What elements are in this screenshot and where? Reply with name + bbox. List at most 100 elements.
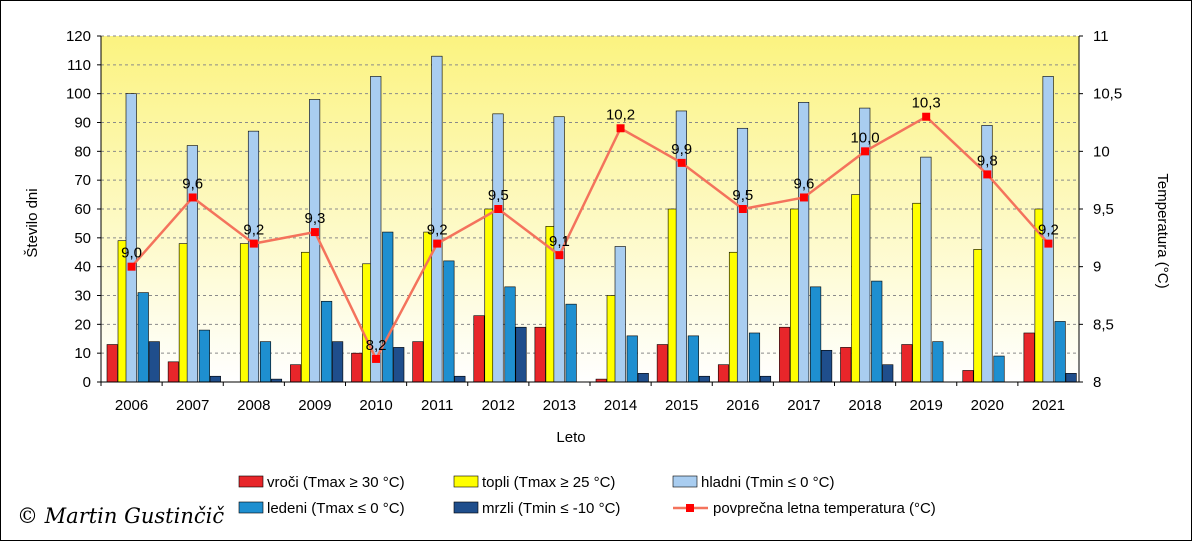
temperature-point [188, 193, 197, 202]
y2-axis-title: Temperatura (°C) [1154, 173, 1171, 288]
temperature-point [310, 228, 319, 237]
legend-swatch-5 [453, 501, 479, 514]
legend-label: topli (Tmax ≥ 25 °C) [482, 474, 615, 491]
y-tick-label: 60 [74, 201, 91, 218]
bar-4 [810, 286, 822, 383]
y2-tick-label: 9,5 [1093, 201, 1114, 218]
bar-5 [698, 375, 710, 383]
bar-3 [614, 246, 626, 383]
legend-marker [686, 504, 694, 512]
temperature-point [677, 158, 686, 167]
x-tick-label: 2014 [604, 397, 637, 414]
x-tick-label: 2017 [787, 397, 820, 414]
temperature-data-label: 8,2 [366, 337, 387, 354]
bar-4 [687, 335, 699, 383]
y-tick-label: 50 [74, 230, 91, 247]
bar-1 [962, 370, 974, 383]
temperature-point [616, 124, 625, 133]
copyright-watermark: © Martin Gustinčič [17, 504, 224, 528]
y2-tick-label: 9 [1093, 259, 1101, 276]
bar-5 [148, 341, 160, 383]
temperature-data-label: 9,2 [427, 222, 448, 239]
bar-1 [534, 326, 546, 383]
temperature-point [249, 239, 258, 248]
legend-label: mrzli (Tmin ≤ -10 °C) [482, 500, 620, 517]
bar-1 [473, 315, 485, 383]
temperature-point [555, 251, 564, 260]
bar-1 [901, 344, 913, 383]
x-tick-label: 2012 [482, 397, 515, 414]
y-tick-label: 80 [74, 143, 91, 160]
x-tick-label: 2015 [665, 397, 698, 414]
y-tick-label: 90 [74, 115, 91, 132]
bar-5 [515, 326, 527, 383]
y2-tick-label: 11 [1093, 28, 1109, 45]
temperature-data-label: 9,6 [794, 175, 815, 192]
temperature-point [372, 354, 381, 363]
bar-4 [504, 286, 516, 383]
temperature-line [130, 115, 1050, 362]
x-axis-ticks: 2006 2007 2008 2009 2010 2011 2012 2013 2014 2015… [100, 382, 1065, 414]
bar-5 [637, 373, 649, 383]
legend-swatch-2 [453, 475, 479, 488]
temperature-data-label: 9,1 [549, 233, 570, 250]
temperature-point [983, 170, 992, 179]
bar-3 [798, 102, 810, 383]
temperature-data-label: 9,5 [732, 187, 753, 204]
x-tick-label: 2011 [421, 397, 453, 414]
y-tick-label: 10 [74, 345, 91, 362]
y-tick-label: 30 [74, 288, 91, 305]
temperature-data-label: 9,8 [977, 152, 998, 169]
bar-4 [382, 231, 394, 383]
temperature-data-label: 9,6 [182, 175, 203, 192]
bar-1 [167, 361, 179, 383]
y-axis-title: Število dni [24, 188, 41, 257]
y-tick-label: 70 [74, 172, 91, 189]
temperature-point [433, 239, 442, 248]
bar-4 [259, 341, 272, 383]
x-tick-label: 2019 [910, 397, 943, 414]
legend-label: vroči (Tmax ≥ 30 °C) [267, 474, 405, 491]
x-tick-label: 2020 [971, 397, 1004, 414]
bar-3 [492, 113, 504, 383]
temperature-point [799, 193, 808, 202]
bar-4 [565, 303, 577, 383]
bar-4 [321, 300, 333, 383]
legend-label: hladni (Tmin ≤ 0 °C) [701, 474, 834, 491]
temperature-point [127, 262, 136, 271]
bar-4 [1054, 321, 1066, 383]
temperature-point [861, 147, 870, 156]
bar-4 [748, 332, 761, 383]
bar-5 [759, 375, 772, 383]
x-tick-label: 2018 [848, 397, 881, 414]
x-tick-label: 2021 [1032, 397, 1065, 414]
bar-1 [412, 341, 424, 383]
temperature-point [738, 205, 747, 213]
y2-tick-label: 8 [1093, 374, 1101, 391]
temperature-data-label: 9,2 [243, 222, 264, 239]
bar-1 [106, 344, 118, 383]
x-tick-label: 2010 [359, 397, 392, 414]
bar-4 [993, 355, 1005, 383]
x-axis-title: Leto [556, 429, 585, 446]
bar-1 [290, 364, 302, 383]
bar-4 [443, 260, 455, 383]
bar-5 [332, 341, 344, 383]
y-axis-ticks: 0 10 20 30 40 50 60 70 80 90 100 110 120 [66, 28, 101, 391]
bar-1 [840, 347, 852, 383]
x-tick-label: 2006 [115, 397, 148, 414]
y-tick-label: 110 [67, 57, 91, 74]
x-tick-label: 2016 [726, 397, 759, 414]
bar-1 [779, 326, 791, 383]
bar-5 [393, 347, 405, 383]
temperature-data-label: 9,0 [121, 245, 142, 262]
legend-swatch-4 [238, 501, 264, 514]
bar-5 [454, 375, 466, 383]
bars-group [106, 55, 1077, 383]
bar-3 [431, 55, 443, 383]
y-tick-label: 40 [74, 259, 91, 276]
legend-label: ledeni (Tmax ≤ 0 °C) [267, 500, 405, 517]
bar-4 [932, 341, 944, 383]
